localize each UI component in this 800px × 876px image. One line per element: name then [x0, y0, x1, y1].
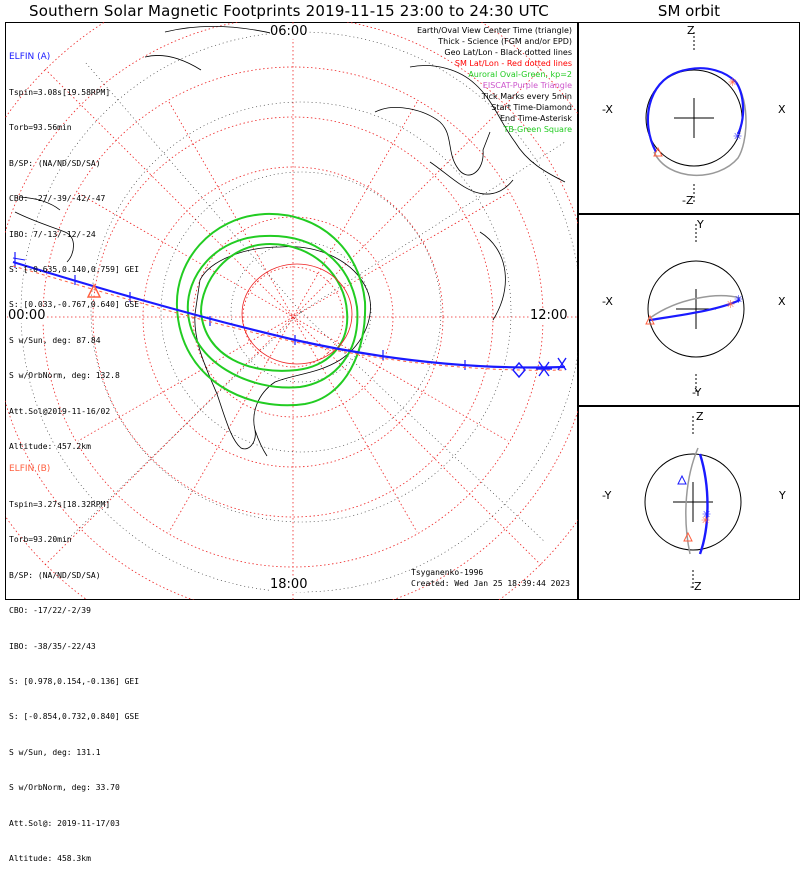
svg-text:✳: ✳ — [702, 508, 711, 521]
continent-outlines — [14, 26, 566, 457]
p2-axis-left: -X — [602, 295, 613, 308]
start-diamond — [512, 361, 526, 379]
elfin-b-footprint-track — [12, 265, 566, 371]
time-label-top: 06:00 — [270, 24, 308, 39]
elfin-a-line: Altitude: 457.2km — [9, 441, 91, 451]
elfin-b-line: S: [0.978,0.154,-0.136] GEI — [9, 676, 140, 686]
elfin-a-info: ELFIN (A) Tspin=3.08s[19.58RPM] Torb=93.… — [9, 28, 139, 464]
p1-axis-right: X — [778, 103, 786, 116]
p1-axis-top: Z — [687, 24, 695, 37]
view-center-triangle — [86, 283, 102, 298]
legend-item: End Time-Asterisk — [499, 114, 572, 123]
legend-item: Earth/Oval View Center Time (triangle) — [416, 26, 572, 35]
elfin-a-line: IBO: 7/-13/-12/-24 — [9, 229, 96, 239]
elfin-a-line: S w/OrbNorm, deg: 132.8 — [9, 371, 120, 381]
legend-item: SM Lat/Lon - Red dotted lines — [454, 59, 572, 68]
elfin-b-line: B/SP: (NA/ND/SD/SA) — [9, 570, 101, 580]
plot-title: Southern Solar Magnetic Footprints 2019-… — [29, 2, 549, 20]
polar-cap-oval — [241, 263, 353, 365]
elfin-a-title: ELFIN (A) — [9, 51, 51, 62]
legend-item: Geo Lat/Lon - Black dotted lines — [444, 48, 572, 57]
auroral-oval — [175, 212, 367, 407]
elfin-b-line: Torb=93.20min — [9, 535, 72, 545]
sm-orbit-xz-panel: ✳ ✳ — [578, 22, 800, 214]
p2-axis-top: Y — [697, 218, 704, 231]
model-credit: Tsyganenko-1996 — [411, 568, 484, 577]
plot-legend: Earth/Oval View Center Time (triangle) T… — [417, 25, 572, 135]
sm-end-marker: ✳ — [733, 130, 742, 143]
p1-axis-bottom: -Z — [682, 194, 694, 207]
svg-text:✳: ✳ — [701, 514, 710, 527]
svg-text:✳: ✳ — [734, 293, 743, 306]
elfin-b-line: Tspin=3.27s[18.32RPM] — [9, 499, 111, 509]
sm-orbit-title: SM orbit — [657, 2, 721, 20]
elfin-a-line: S: [-0.635,0.140,0.759] GEI — [9, 264, 140, 274]
elfin-a-line: Tspin=3.08s[19.58RPM] — [9, 87, 111, 97]
geo-latitude-grid — [20, 31, 578, 593]
p3-axis-right: Y — [779, 489, 786, 502]
time-label-right: 12:00 — [530, 308, 568, 323]
end-asterisk — [536, 357, 567, 377]
legend-item: Thick - Science (FGM and/or EPD) — [438, 37, 572, 46]
legend-item: EISCAT-Purple Triangle — [482, 81, 572, 90]
legend-item: Tick Marks every 5min — [481, 92, 572, 101]
elfin-b-info: ELFIN (B) Tspin=3.27s[18.32RPM] Torb=93.… — [9, 440, 139, 876]
legend-item: Auroral Oval-Green, kp=2 — [468, 70, 572, 79]
footprint-polar-plot — [5, 22, 578, 600]
svg-text:✳: ✳ — [726, 298, 735, 311]
sm-start-marker: ✳ — [728, 76, 737, 89]
elfin-b-line: S w/Sun, deg: 131.1 — [9, 747, 101, 757]
elfin-a-line: B/SP: (NA/ND/SD/SA) — [9, 158, 101, 168]
sm-orbit-xy-panel: ✳ ✳ — [578, 214, 800, 406]
elfin-b-line: IBO: -38/35/-22/43 — [9, 641, 96, 651]
elfin-a-line: S w/Sun, deg: 87.84 — [9, 335, 101, 345]
created-timestamp: Created: Wed Jan 25 18:39:44 2023 — [411, 579, 570, 588]
elfin-b-line: Altitude: 458.3km — [9, 853, 91, 863]
sm-orbit-yz-panel: ✳ ✳ — [578, 406, 800, 600]
legend-item: TB-Green Square — [503, 125, 573, 134]
p2-axis-bottom: -Y — [692, 386, 702, 399]
time-label-left: 00:00 — [8, 308, 46, 323]
elfin-b-line: S: [-0.854,0.732,0.840] GSE — [9, 712, 140, 722]
elfin-b-line: S w/OrbNorm, deg: 33.70 — [9, 783, 120, 793]
plot-frame — [5, 22, 578, 600]
p3-axis-left: -Y — [602, 489, 612, 502]
p3-axis-bottom: -Z — [690, 580, 702, 593]
sm-latitude-grid — [5, 22, 578, 600]
elfin-a-line: CBO: -27/-39/-42/-47 — [9, 194, 106, 204]
legend-item: Start Time-Diamond — [491, 103, 572, 112]
p2-axis-right: X — [778, 295, 786, 308]
p1-axis-left: -X — [602, 103, 613, 116]
elfin-b-line: CBO: -17/22/-2/39 — [9, 606, 91, 616]
p3-axis-top: Z — [696, 410, 704, 423]
time-label-bottom: 18:00 — [270, 577, 308, 592]
elfin-a-line: Torb=93.56min — [9, 123, 72, 133]
elfin-b-title: ELFIN (B) — [9, 463, 51, 474]
elfin-a-line: S: [0.033,-0.767,0.640] GSE — [9, 300, 140, 310]
elfin-b-line: Att.Sol@: 2019-11-17/03 — [9, 818, 120, 828]
elfin-a-line: Att.Sol@2019-11-16/02 — [9, 406, 111, 416]
